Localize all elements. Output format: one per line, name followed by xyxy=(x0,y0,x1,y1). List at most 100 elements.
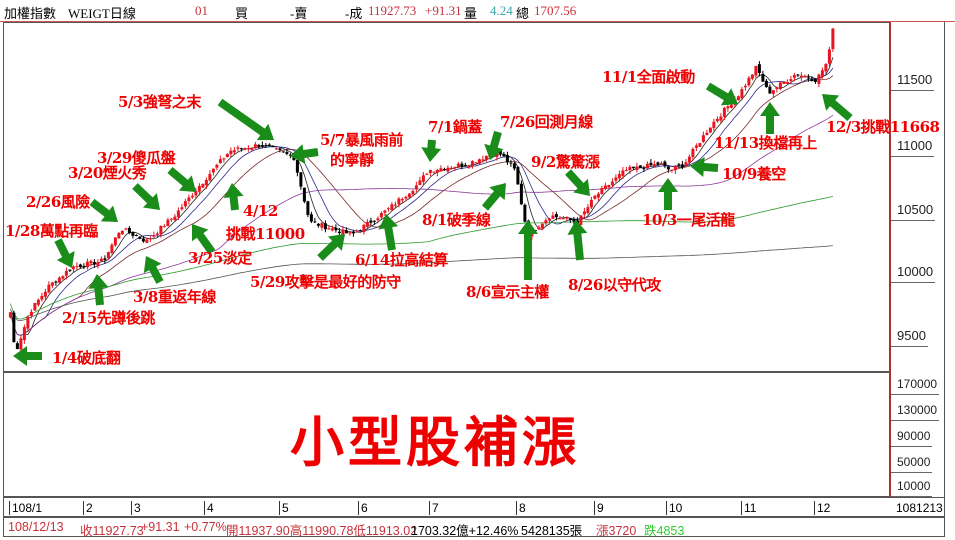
candle xyxy=(796,74,800,78)
annotation: 10/9養空 xyxy=(722,165,786,183)
volume-panel xyxy=(3,372,890,497)
candle xyxy=(152,231,156,239)
candle xyxy=(439,165,443,172)
candle xyxy=(341,225,345,236)
annotation: 6/14拉高結算 xyxy=(355,251,448,269)
arrow-icon xyxy=(191,224,216,255)
candle xyxy=(414,181,418,193)
candle xyxy=(708,127,712,134)
candle xyxy=(68,269,72,273)
candle xyxy=(719,113,723,124)
candle xyxy=(519,180,523,206)
candle xyxy=(166,217,170,227)
annotation: 12/3挑戰11668 xyxy=(826,118,940,136)
candle xyxy=(600,185,604,195)
ma-10-line xyxy=(10,67,834,336)
x-tick: 9 xyxy=(594,501,604,515)
candle xyxy=(246,145,250,152)
candle xyxy=(617,170,621,182)
candle xyxy=(334,224,338,233)
candle xyxy=(22,324,26,344)
candle xyxy=(330,225,334,232)
candle xyxy=(771,89,775,98)
candle xyxy=(131,231,135,239)
candle xyxy=(43,288,47,301)
candle xyxy=(148,236,152,242)
candle xyxy=(264,142,268,148)
candle xyxy=(827,46,831,67)
candle xyxy=(309,211,313,224)
candle xyxy=(607,184,611,189)
candle xyxy=(540,223,544,231)
candle xyxy=(372,220,376,225)
candle xyxy=(159,225,163,238)
candle xyxy=(659,161,663,165)
x-tick: 7 xyxy=(429,501,439,515)
ma-60-line xyxy=(10,114,834,336)
price-change: +91.31 xyxy=(425,3,462,18)
candle xyxy=(376,216,380,224)
x-tick: 3 xyxy=(131,501,141,515)
candle xyxy=(645,161,649,170)
annotation: 3/25淡定 xyxy=(188,249,252,267)
arrow-icon xyxy=(518,220,538,280)
vol-tick: 10000 xyxy=(890,479,933,497)
candle xyxy=(582,207,586,218)
candle xyxy=(817,73,821,88)
arrow-icon xyxy=(658,178,678,210)
candle xyxy=(467,164,471,169)
arrow-icon xyxy=(378,214,399,251)
candle xyxy=(705,129,709,136)
candle xyxy=(36,298,40,307)
candle xyxy=(351,230,355,237)
candle xyxy=(680,160,684,170)
annotation: 3/29傻瓜盤 xyxy=(97,149,176,167)
volume-label: 量 xyxy=(464,6,478,21)
candle xyxy=(537,225,541,231)
candle xyxy=(460,161,464,170)
candle xyxy=(754,65,758,78)
candle xyxy=(509,159,513,167)
candle xyxy=(761,70,765,82)
arrow-icon xyxy=(13,346,42,366)
candle xyxy=(222,157,226,163)
arrow-icon xyxy=(822,94,853,122)
candle xyxy=(701,131,705,143)
candle xyxy=(110,243,114,255)
candle xyxy=(435,168,439,177)
candle xyxy=(404,195,408,201)
x-tick: 5 xyxy=(279,501,289,515)
candle xyxy=(348,230,352,236)
candle xyxy=(568,217,572,223)
annotation: 10/3一尾活龍 xyxy=(642,211,735,229)
annotation: 5/3強弩之末 xyxy=(118,93,201,111)
candle xyxy=(183,198,187,209)
candle xyxy=(169,218,173,222)
y-tick: 10000 xyxy=(890,264,936,283)
candle xyxy=(596,192,600,201)
candle xyxy=(663,160,667,169)
candle xyxy=(274,147,278,151)
volume-value: 4.24 xyxy=(490,3,513,18)
candle xyxy=(390,202,394,211)
candle xyxy=(477,158,481,165)
arrow-icon xyxy=(54,238,75,268)
candle xyxy=(565,216,569,222)
arrow-icon xyxy=(484,130,504,160)
candle xyxy=(554,211,558,221)
candle xyxy=(103,255,107,264)
candle xyxy=(418,176,422,186)
candle xyxy=(155,231,159,238)
arrow-icon xyxy=(223,183,244,211)
candle xyxy=(558,216,562,220)
candle xyxy=(407,192,411,200)
candle xyxy=(176,207,180,220)
candle xyxy=(782,81,786,85)
candle xyxy=(551,211,555,220)
candle xyxy=(243,147,247,151)
candle xyxy=(649,159,653,167)
candle xyxy=(211,168,215,176)
candle xyxy=(547,217,551,223)
total-label: 總 xyxy=(516,6,530,21)
candle xyxy=(456,161,460,168)
